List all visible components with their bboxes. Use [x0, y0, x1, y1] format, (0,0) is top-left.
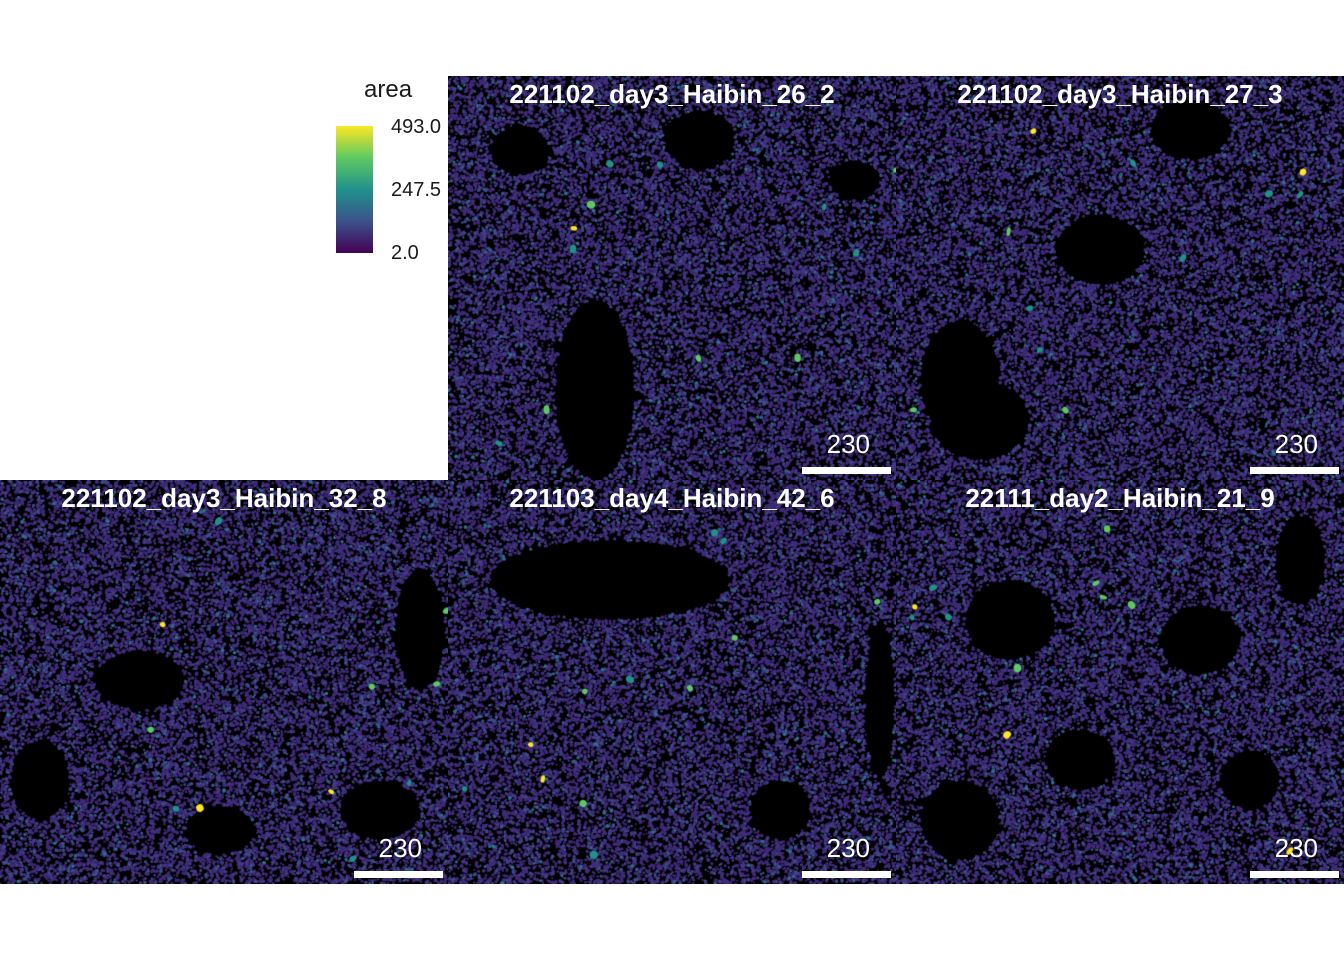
scale-bar [802, 871, 891, 878]
panel-title: 22111_day2_Haibin_21_9 [965, 483, 1275, 513]
scale-bar [802, 467, 891, 474]
scale-bar [1250, 871, 1339, 878]
panel-title: 221103_day4_Haibin_42_6 [509, 483, 835, 513]
tissue-image [448, 480, 896, 884]
panel-title: 221102_day3_Haibin_26_2 [509, 79, 835, 109]
color-legend: area 493.0 247.5 2.0 [330, 76, 448, 276]
panel-title: 221102_day3_Haibin_27_3 [957, 79, 1283, 109]
legend-tick-min: 2.0 [391, 242, 419, 264]
legend-tick-mid: 247.5 [391, 179, 442, 201]
tissue-panel-1: 221102_day3_Haibin_26_2 230 [448, 76, 896, 480]
tissue-panel-4: 221103_day4_Haibin_42_6 230 [448, 480, 896, 884]
scale-bar-label: 230 [826, 833, 870, 863]
scale-bar-label: 230 [826, 429, 870, 459]
scale-bar-label: 230 [1274, 833, 1318, 863]
scale-bar [354, 871, 443, 878]
panel-title: 221102_day3_Haibin_32_8 [61, 483, 387, 513]
legend-tick-max: 493.0 [391, 116, 442, 138]
tissue-panel-2: 221102_day3_Haibin_27_3 230 [896, 76, 1344, 480]
tissue-panel-3: 221102_day3_Haibin_32_8 230 [0, 480, 448, 884]
scale-bar-label: 230 [378, 833, 422, 863]
tissue-image [896, 76, 1344, 480]
scale-bar [1250, 467, 1339, 474]
legend-colorbar [336, 126, 373, 253]
tissue-image [448, 76, 896, 480]
scale-bar-label: 230 [1274, 429, 1318, 459]
tissue-image [0, 480, 448, 884]
legend-title: area [364, 76, 413, 103]
tissue-panel-5: 22111_day2_Haibin_21_9 230 [896, 480, 1344, 884]
tissue-image [896, 480, 1344, 884]
